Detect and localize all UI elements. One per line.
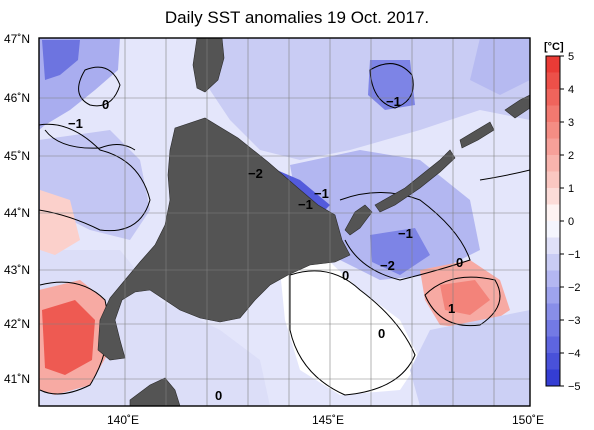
contour-label: −1 [314,186,329,201]
colorbar-swatch [546,369,560,387]
anomaly-region-north-warm [40,190,80,255]
colorbar-swatch [546,320,560,337]
contour-lines [39,63,530,396]
contour-label: 0 [102,97,109,112]
colorbar-swatch [546,122,560,139]
colorbar-swatch [546,171,560,189]
contour-label: −1 [68,116,83,131]
colorbar-tick-label: 1 [568,183,574,195]
lon-label: 145˚E [312,413,344,427]
colorbar-tick-label: 4 [568,84,574,96]
colorbar-tick-label: −1 [568,249,581,261]
anomaly-region-okhotsk [200,38,530,160]
contour-label: 0 [456,255,463,270]
colorbar-tick-label: 3 [568,117,574,129]
lat-label: 41˚N [4,372,30,386]
colorbar-tick-label: 2 [568,150,574,162]
colorbar-swatch [546,270,560,288]
anomaly-region-nw-core [42,40,80,80]
colorbar-swatches [546,56,560,387]
contour-label: 0 [215,388,222,403]
colorbar: [°C] 5 4 3 2 1 0 −1 −2 −3 −4 −5 [544,41,581,393]
anomaly-region-okhotsk-core [368,60,415,110]
lon-label: 150˚E [512,413,544,427]
colorbar-tick-label: −4 [568,348,581,360]
lat-label: 42˚N [4,317,30,331]
colorbar-swatch [546,89,560,106]
anomaly-region-kurile-core [370,228,430,275]
colorbar-swatch [546,138,560,156]
colorbar-swatch [546,336,560,354]
lat-label: 47˚N [4,32,30,46]
lat-label: 44˚N [4,206,30,220]
land-masses [97,37,531,407]
lon-label: 140˚E [107,413,139,427]
contour-labels: 0 −1 −1 −1 −2 −1 −1 −2 0 0 1 0 0 [68,94,463,403]
graticule [39,38,530,406]
colorbar-swatch [546,56,560,73]
contour-label: 1 [448,301,455,316]
contour-label: −1 [398,226,413,241]
contour-label: −2 [380,258,395,273]
colorbar-tick-label: −3 [568,315,581,327]
colorbar-swatch [546,72,560,90]
lat-label: 43˚N [4,263,30,277]
anomaly-region-south-central [280,262,420,395]
colorbar-swatch [546,221,560,238]
map-title: Daily SST anomalies 19 Oct. 2017. [164,8,430,27]
colorbar-swatch [546,237,560,255]
anomaly-region-east [470,38,530,95]
land-kurile-iturup [374,149,456,213]
map-frame [38,37,531,407]
latitude-labels: 47˚N 46˚N 45˚N 44˚N 43˚N 42˚N 41˚N [4,32,30,386]
colorbar-swatch [546,188,560,205]
colorbar-swatch [546,204,560,222]
longitude-labels: 140˚E 145˚E 150˚E [107,413,544,427]
contour-label: 0 [342,268,349,283]
colorbar-swatch [546,303,560,321]
anomaly-region-sw-warm-core [42,300,95,375]
colorbar-ticks: 5 4 3 2 1 0 −1 −2 −3 −4 −5 [560,51,581,393]
land-hokkaido [97,117,351,361]
colorbar-swatch [546,353,560,370]
colorbar-tick-label: 5 [568,51,574,63]
colorbar-unit: [°C] [544,41,564,53]
land-sakhalin [192,37,225,93]
lat-label: 45˚N [4,149,30,163]
contour-label: −2 [248,166,263,181]
colorbar-swatch [546,155,560,172]
anomaly-region-southeast [410,310,530,406]
land-kurile-kunashir [344,204,373,236]
anomaly-region-se-warm-core [440,280,490,315]
colorbar-tick-label: −5 [568,381,581,393]
colorbar-swatch [546,287,560,304]
colorbar-tick-label: −2 [568,282,581,294]
colorbar-tick-label: 0 [568,216,574,228]
contour-label: 0 [378,326,385,341]
colorbar-swatch [546,254,560,271]
colorbar-swatch [546,105,560,123]
lat-label: 46˚N [4,91,30,105]
contour-label: −1 [386,94,401,109]
contour-label: −1 [298,197,313,212]
